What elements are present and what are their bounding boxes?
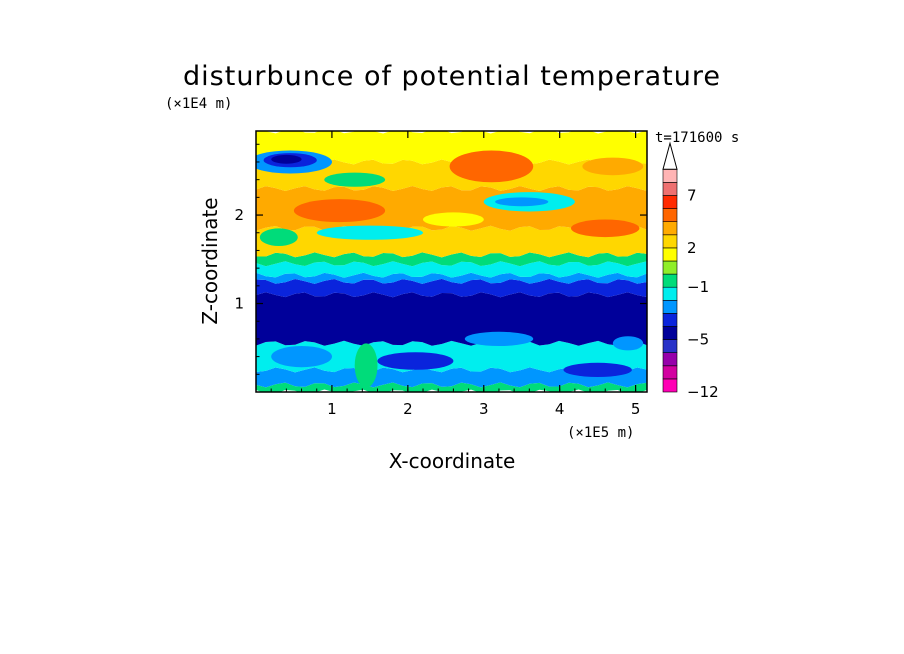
colorbar-label: −12: [687, 383, 719, 401]
contour-band: [256, 340, 647, 373]
contour-band: [256, 382, 647, 392]
colorbar-cell: [662, 169, 678, 183]
contour-band: [256, 261, 647, 278]
contour-feature: [582, 157, 644, 176]
x-tick-label: 1: [327, 400, 337, 418]
plot-frame: [255, 130, 648, 393]
colorbar-cell: [662, 234, 678, 249]
colorbar-cell: [662, 299, 678, 314]
contour-features: [256, 150, 644, 388]
colorbar-cell: [662, 260, 678, 275]
contour-feature: [449, 150, 534, 183]
contour-feature: [612, 336, 644, 351]
time-label: t=171600 s: [655, 130, 739, 146]
contour-bands: [256, 131, 647, 392]
colorbar-cell: [662, 273, 678, 288]
contour-band: [256, 367, 647, 388]
colorbar-cell: [662, 247, 678, 262]
contour-band: [256, 131, 647, 165]
chart-title: disturbunce of potential temperature: [183, 61, 721, 92]
plot-area: [255, 130, 648, 393]
contour-feature: [293, 199, 386, 223]
contour-feature: [316, 225, 423, 240]
x-axis-ticks: 1 2 3 4 5: [270, 131, 641, 418]
contour-feature: [271, 154, 302, 164]
colorbar-cell: [662, 326, 678, 340]
contour-feature: [464, 331, 534, 346]
colorbar-cell: [662, 221, 678, 236]
y-axis-ticks: 12: [234, 143, 647, 375]
colorbar-label: −5: [687, 331, 709, 349]
colorbar-cell: [662, 339, 678, 354]
contour-feature: [423, 212, 484, 227]
contour-feature: [571, 219, 640, 238]
colorbar-cell: [662, 195, 678, 209]
x-tick-label: 5: [631, 400, 641, 418]
contour-feature: [495, 197, 549, 207]
contour-feature: [324, 172, 386, 187]
colorbar-cell: [662, 208, 678, 223]
contour-feature: [377, 352, 454, 370]
colorbar-label: 2: [687, 239, 697, 257]
colorbar-cell: [662, 313, 678, 327]
y-tick-label: 2: [234, 206, 244, 224]
x-tick-label: 4: [555, 400, 565, 418]
x-tick-label: 2: [403, 400, 413, 418]
colorbar-cell: [662, 182, 678, 196]
y-axis-label: Z-coordinate: [198, 197, 222, 324]
contour-feature: [271, 346, 332, 368]
contour-feature: [354, 343, 378, 388]
contour-feature: [259, 228, 298, 246]
y-axis-unit: (×1E4 m): [165, 96, 232, 112]
y-tick-label: 1: [234, 295, 244, 313]
colorbar-label: −1: [687, 278, 709, 296]
contour-band: [256, 292, 647, 346]
x-tick-label: 3: [479, 400, 489, 418]
colorbar-cell: [662, 286, 678, 301]
contour-band: [256, 278, 647, 298]
x-axis-unit: (×1E5 m): [567, 425, 634, 441]
contour-feature: [563, 362, 632, 377]
x-axis-label: X-coordinate: [389, 449, 516, 473]
colorbar-cell: [662, 352, 678, 367]
colorbar-cell: [662, 365, 678, 380]
colorbar-extend-arrow: [662, 141, 678, 170]
contour-band: [256, 272, 647, 284]
colorbar-label: 7: [687, 187, 697, 205]
contour-band: [256, 252, 647, 267]
colorbar: −12−5−127: [662, 141, 719, 401]
colorbar-cell: [662, 378, 678, 393]
